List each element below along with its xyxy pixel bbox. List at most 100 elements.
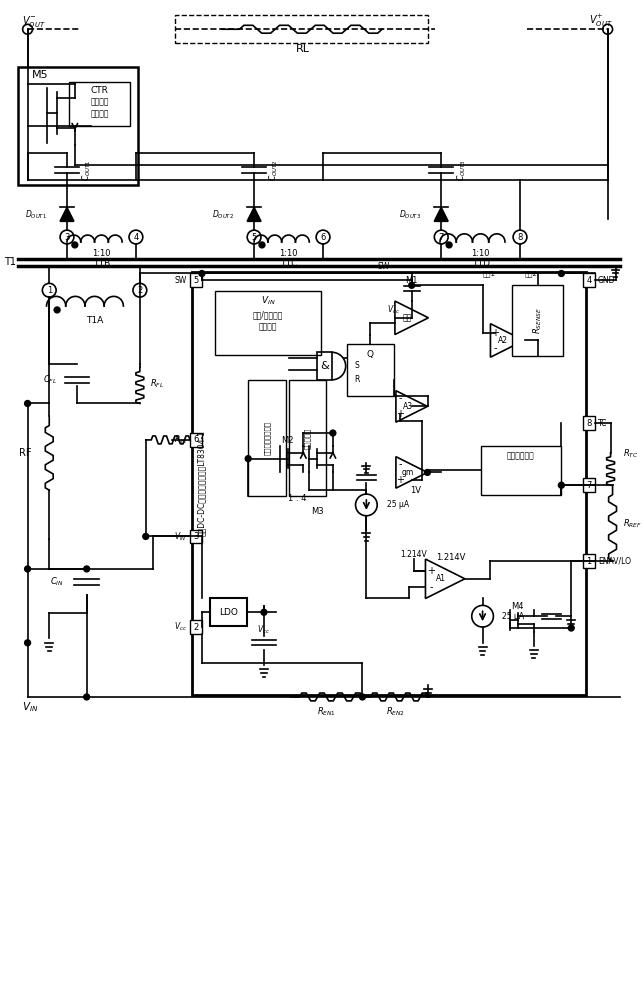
Text: R: R [354,375,360,384]
Text: GND: GND [598,276,615,285]
Circle shape [129,230,143,244]
Text: 1.214V: 1.214V [400,550,427,559]
Text: 4: 4 [133,233,138,242]
Text: 1:10: 1:10 [92,249,111,258]
Text: $C_{OUT3}$: $C_{OUT3}$ [455,159,467,181]
Circle shape [568,625,574,631]
Circle shape [259,242,265,248]
Bar [190,530,202,543]
Text: A1: A1 [436,574,446,583]
Text: TC: TC [598,419,607,428]
Bar [192,272,586,695]
Text: T1: T1 [4,257,16,267]
Text: -: - [398,394,402,404]
Text: $C_{OUT1}$: $C_{OUT1}$ [81,159,93,181]
Bar [583,478,595,492]
Bar [215,291,321,355]
Text: 启动/参考电压: 启动/参考电压 [253,310,283,319]
Text: -: - [430,582,433,592]
Text: 25 µA: 25 µA [387,500,409,509]
Text: 25 µA: 25 µA [502,612,525,621]
Polygon shape [247,207,261,221]
Text: T1A: T1A [86,316,103,325]
Bar [248,380,285,496]
Text: 控制模块: 控制模块 [90,109,109,118]
Text: $V_{cc}$: $V_{cc}$ [388,304,401,316]
Text: M1: M1 [406,276,418,285]
Bar [190,433,202,447]
Text: $R_{EN1}$: $R_{EN1}$ [318,705,336,718]
Text: $R_{SENSE}$: $R_{SENSE}$ [532,307,544,334]
Text: $R_{EN2}$: $R_{EN2}$ [386,705,406,718]
Bar [18,67,138,185]
Text: 1: 1 [46,286,52,295]
Text: $C_{OUT2}$: $C_{OUT2}$ [268,159,280,181]
Text: M5: M5 [32,70,48,80]
Text: ENAV/LO: ENAV/LO [598,557,631,566]
Text: 采样1: 采样1 [482,270,495,277]
Text: M3: M3 [311,507,323,516]
Circle shape [359,694,365,700]
Circle shape [84,566,89,572]
Text: 专用DC-DC开关电源控制芯片LT8304-1: 专用DC-DC开关电源控制芯片LT8304-1 [197,430,206,536]
Text: 6: 6 [320,233,326,242]
Text: $R_{REF}$: $R_{REF}$ [624,517,642,530]
Text: gm: gm [402,468,414,477]
Circle shape [558,482,565,488]
Text: S: S [354,361,359,370]
Text: $C_{IN}$: $C_{IN}$ [50,575,64,588]
Text: T1C: T1C [280,259,297,268]
Polygon shape [434,207,448,221]
Text: 8: 8 [586,419,592,428]
Circle shape [316,230,330,244]
Polygon shape [60,207,74,221]
Text: CTR: CTR [91,86,109,95]
Text: 1:10: 1:10 [279,249,298,258]
Text: 8: 8 [518,233,523,242]
Text: &: & [321,361,329,371]
Text: -: - [398,460,402,470]
Circle shape [558,271,565,276]
Bar [289,380,326,496]
Text: 1V: 1V [410,486,421,495]
Text: T1B: T1B [93,259,110,268]
Text: $R_{TC}$: $R_{TC}$ [624,447,639,460]
Text: A2: A2 [498,336,508,345]
Text: $R_{FL}$: $R_{FL}$ [150,378,164,390]
Text: $V_{IN}$: $V_{IN}$ [260,295,275,307]
Circle shape [199,271,205,276]
Text: SW: SW [378,262,390,271]
Text: 1: 1 [586,557,592,566]
Circle shape [24,401,30,406]
Circle shape [24,566,30,572]
Text: 1.214V: 1.214V [437,553,466,562]
Text: $R_{ss}$: $R_{ss}$ [174,434,187,446]
Text: $V_{cc}$: $V_{cc}$ [174,621,187,633]
Text: 5: 5 [251,233,257,242]
Circle shape [446,242,452,248]
Text: RF: RF [19,448,32,458]
Text: $V_{cc}$: $V_{cc}$ [257,624,271,636]
Text: $C_{FL}$: $C_{FL}$ [43,374,57,386]
Bar [190,620,202,634]
Text: M2: M2 [282,436,294,445]
Text: 3: 3 [194,532,199,541]
Text: RL: RL [296,44,311,54]
Circle shape [472,605,493,627]
Circle shape [434,230,448,244]
Text: 输出电压: 输出电压 [90,98,109,107]
Text: 晶体振荡器: 晶体振荡器 [304,427,311,449]
Text: 采样2: 采样2 [525,270,538,277]
Bar [512,285,563,356]
Text: 5: 5 [194,276,199,285]
Circle shape [72,242,78,248]
Text: A3: A3 [403,402,413,411]
Bar [583,416,595,430]
Text: +: + [428,566,435,576]
Circle shape [54,307,60,313]
Text: 7: 7 [439,233,444,242]
Text: 4: 4 [586,276,592,285]
Circle shape [261,609,267,615]
Text: +: + [396,409,404,419]
Text: 2: 2 [194,623,199,632]
